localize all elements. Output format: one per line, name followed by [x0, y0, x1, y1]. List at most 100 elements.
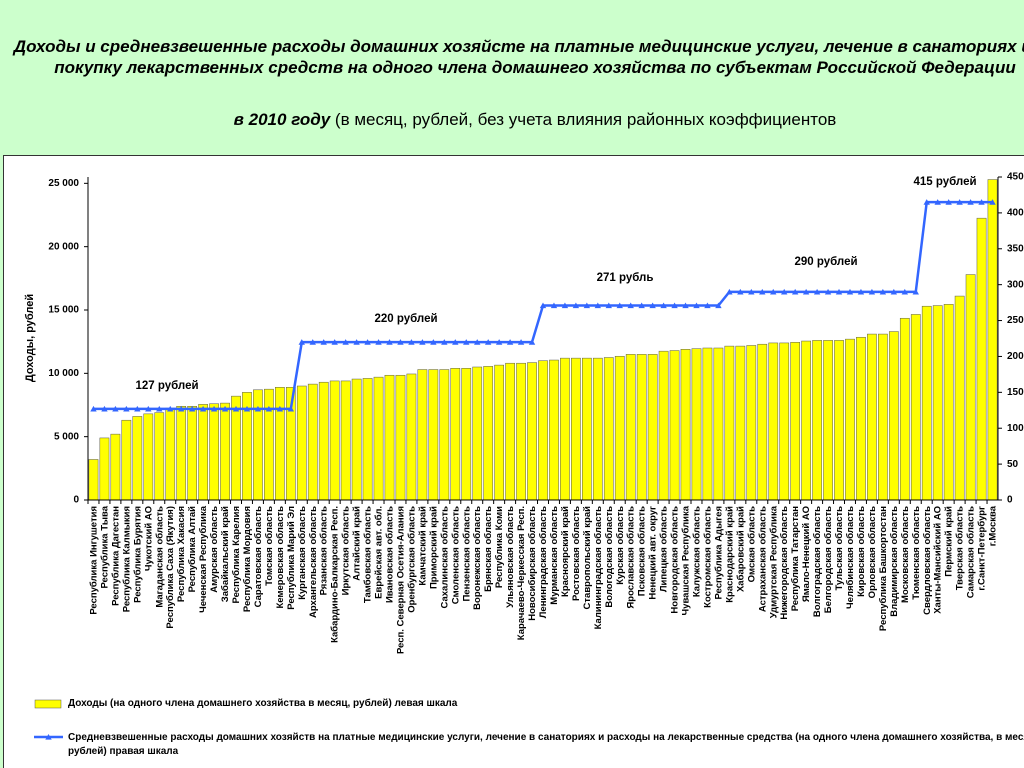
x-tick-label: Рязанская область [319, 506, 330, 596]
bar [417, 369, 428, 501]
x-tick-label: Чеченская Республика [198, 505, 209, 613]
x-tick-label: Смоленская область [450, 506, 461, 604]
bar [801, 340, 811, 501]
bar [823, 340, 833, 501]
chart-title: Доходы и средневзвешенные расходы домашн… [13, 37, 1024, 77]
line-marker [682, 302, 689, 309]
x-tick-label: Саратовская область [253, 506, 264, 607]
x-tick-label: Амурская область [209, 506, 220, 593]
x-tick-label: Республика Татарстан [790, 506, 801, 612]
x-tick-label: Камчатский край [417, 506, 428, 586]
subtitle-text: (в месяц, рублей, без учета влияния райо… [334, 110, 837, 129]
line-marker [276, 405, 284, 412]
bar [899, 317, 910, 501]
x-tick-label: Владимирская область [889, 506, 900, 617]
bar [582, 357, 592, 501]
y-axis-label: Доходы, рублей [24, 294, 36, 382]
x-tick-label: Астраханская область [757, 506, 768, 612]
x-tick-label: Республика Башкортостан [878, 506, 889, 631]
x-tick-label: Чувашская Республика [681, 505, 692, 615]
x-tick-label: Краснодарский край [724, 506, 735, 603]
x-tick-label: Липецкая область [659, 506, 670, 592]
line-marker [550, 302, 558, 309]
line-marker [101, 405, 108, 412]
bar [549, 359, 559, 501]
x-tick-label: Республика Калмыкия [121, 506, 132, 612]
y2-tick-label: 200 [1007, 351, 1024, 362]
bar [702, 347, 713, 501]
y-tick-label: 20 000 [48, 241, 79, 252]
bar [165, 407, 176, 501]
x-tick-label: Красноярский край [560, 506, 571, 597]
x-tick-label: г.Москва [988, 505, 999, 546]
x-tick-label: Оренбургская область [406, 506, 417, 613]
bar [636, 354, 647, 501]
bar [472, 366, 483, 501]
x-tick-label: Республика Алтай [187, 506, 198, 593]
x-tick-label: Ханты-Мансийский АО [933, 506, 944, 614]
annotation: 290 рублей [794, 256, 857, 268]
line-marker [474, 339, 481, 345]
bar [527, 362, 537, 501]
line-marker [484, 339, 492, 345]
annotation: 415 рублей [913, 176, 976, 188]
x-tick-label: Республика Тыва [99, 505, 110, 588]
line-marker [408, 339, 415, 345]
y2-tick-label: 400 [1007, 208, 1024, 219]
x-tick-label: Волгоградская область [812, 506, 823, 617]
line-marker [704, 302, 711, 309]
bar [231, 395, 241, 501]
x-tick-label: Иркутская область [341, 506, 352, 596]
line-marker [112, 405, 119, 412]
line-marker [759, 288, 766, 295]
x-tick-label: Хабаровский край [735, 506, 746, 592]
bar [450, 368, 461, 501]
x-tick-label: Московская область [900, 506, 911, 603]
bar [987, 179, 998, 501]
line-marker [934, 199, 941, 205]
x-tick-label: Республика Карелия [231, 506, 242, 603]
bar [121, 419, 132, 501]
line-marker [671, 302, 678, 309]
line-marker [342, 339, 349, 345]
x-tick-label: Республика Коми [494, 506, 505, 588]
y-tick-label: 15 000 [48, 305, 79, 316]
line-marker [506, 339, 514, 345]
x-tick-label: Кировская область [856, 506, 867, 597]
line-marker [879, 288, 887, 295]
legend-swatch [45, 734, 52, 740]
line-marker [770, 288, 777, 295]
x-tick-label: Тверская область [955, 506, 966, 590]
y-tick-label: 5 000 [54, 431, 79, 442]
x-tick-label: Тюменская область [911, 506, 922, 600]
line-marker [528, 339, 536, 345]
x-tick-label: Карачаево-Черкесская Респ. [516, 506, 527, 640]
x-tick-label: Чукотский АО [143, 506, 154, 571]
line-marker [386, 339, 393, 345]
line-marker [605, 302, 612, 309]
bar [88, 459, 99, 501]
x-tick-label: Ненецкий авт. округ [648, 506, 659, 600]
bar [834, 340, 844, 501]
x-tick-label: Томская область [264, 506, 275, 586]
line-marker [177, 405, 185, 412]
bar [494, 364, 504, 501]
y2-tick-label: 0 [1007, 495, 1013, 506]
x-tick-label: Белгородская область [823, 506, 834, 613]
x-tick-label: Самарская область [966, 506, 977, 598]
x-tick-label: Республика Адыгея [713, 506, 724, 600]
line-marker [309, 339, 316, 345]
line-marker [210, 405, 218, 412]
line-marker [265, 405, 273, 412]
x-tick-label: Калужская область [692, 506, 703, 597]
bar [406, 373, 417, 501]
bar [187, 406, 198, 501]
x-tick-label: Сахалинская область [439, 506, 450, 609]
line-marker [594, 302, 602, 309]
x-tick-label: Нижегородская область [779, 506, 790, 620]
x-tick-label: Курганская область [297, 506, 308, 600]
bar [264, 388, 274, 501]
x-tick-label: Калининградская область [593, 506, 604, 630]
x-tick-label: Кемеровская область [275, 506, 286, 609]
bar [878, 333, 888, 501]
